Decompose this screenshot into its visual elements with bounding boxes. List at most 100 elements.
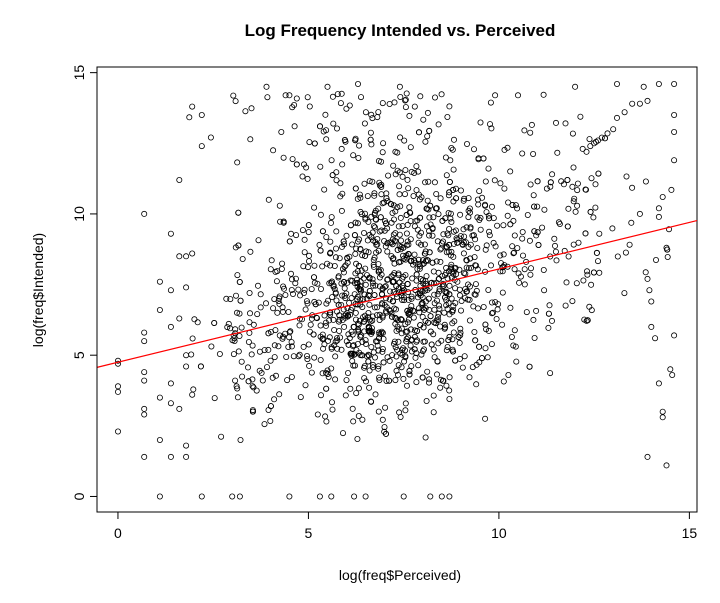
data-point bbox=[280, 283, 287, 290]
data-point bbox=[115, 383, 122, 390]
data-point bbox=[331, 262, 338, 269]
data-point bbox=[396, 243, 403, 250]
data-point bbox=[259, 377, 266, 384]
data-point bbox=[486, 232, 493, 239]
data-point bbox=[443, 382, 450, 389]
data-point bbox=[342, 392, 349, 399]
data-point bbox=[501, 185, 508, 192]
data-point bbox=[194, 319, 201, 326]
data-point bbox=[379, 314, 386, 321]
data-point bbox=[447, 215, 454, 222]
data-point bbox=[278, 128, 285, 135]
data-point bbox=[519, 150, 526, 157]
data-point bbox=[332, 376, 339, 383]
data-point bbox=[316, 123, 323, 130]
data-point bbox=[352, 185, 359, 192]
data-point bbox=[424, 286, 431, 293]
data-point bbox=[614, 81, 621, 88]
data-point bbox=[569, 298, 576, 305]
data-point bbox=[473, 381, 480, 388]
data-point bbox=[424, 197, 431, 204]
data-point bbox=[434, 313, 441, 320]
data-point bbox=[322, 111, 329, 118]
data-point bbox=[488, 310, 495, 317]
data-point bbox=[435, 211, 442, 218]
data-point bbox=[303, 352, 310, 359]
data-point bbox=[411, 346, 418, 353]
data-point bbox=[435, 310, 442, 317]
data-point bbox=[265, 406, 272, 413]
data-point bbox=[290, 353, 297, 360]
data-point bbox=[189, 103, 196, 110]
data-point bbox=[400, 244, 407, 251]
data-point bbox=[505, 371, 512, 378]
data-point bbox=[280, 218, 287, 225]
data-point bbox=[425, 379, 432, 386]
data-point bbox=[327, 250, 334, 257]
data-point bbox=[347, 277, 354, 284]
data-point bbox=[378, 290, 385, 297]
data-point bbox=[636, 210, 643, 217]
data-point bbox=[473, 262, 480, 269]
data-point bbox=[434, 291, 441, 298]
data-point bbox=[391, 237, 398, 244]
data-point bbox=[419, 257, 426, 264]
data-point bbox=[183, 253, 190, 260]
data-point bbox=[569, 183, 576, 190]
data-point bbox=[339, 161, 346, 168]
data-point bbox=[275, 343, 282, 350]
data-point bbox=[457, 211, 464, 218]
data-point bbox=[255, 237, 262, 244]
data-point bbox=[505, 199, 512, 206]
data-point bbox=[574, 187, 581, 194]
data-point bbox=[435, 302, 442, 309]
data-point bbox=[452, 357, 459, 364]
data-point bbox=[443, 302, 450, 309]
data-point bbox=[640, 83, 647, 90]
data-point bbox=[306, 362, 313, 369]
data-point bbox=[443, 264, 450, 271]
data-point bbox=[361, 180, 368, 187]
data-point bbox=[352, 301, 359, 308]
data-point bbox=[329, 406, 336, 413]
data-point bbox=[262, 300, 269, 307]
data-point bbox=[247, 136, 254, 143]
data-point bbox=[391, 270, 398, 277]
data-point bbox=[380, 335, 387, 342]
data-point bbox=[364, 193, 371, 200]
data-point bbox=[598, 134, 605, 141]
data-point bbox=[488, 203, 495, 210]
data-point bbox=[361, 120, 368, 127]
data-point bbox=[338, 346, 345, 353]
data-point bbox=[356, 317, 363, 324]
data-point bbox=[409, 307, 416, 314]
data-point bbox=[425, 295, 432, 302]
data-point bbox=[327, 262, 334, 269]
data-point bbox=[277, 218, 284, 225]
data-point bbox=[402, 407, 409, 414]
data-point bbox=[414, 226, 421, 233]
data-point bbox=[234, 159, 241, 166]
data-point bbox=[216, 350, 223, 357]
data-point bbox=[382, 295, 389, 302]
data-point bbox=[417, 93, 424, 100]
data-point bbox=[433, 258, 440, 265]
data-point bbox=[372, 391, 379, 398]
data-point bbox=[404, 238, 411, 245]
data-point bbox=[397, 237, 404, 244]
data-point bbox=[531, 228, 538, 235]
data-point bbox=[232, 98, 239, 105]
data-point bbox=[587, 208, 594, 215]
data-point bbox=[176, 176, 183, 183]
data-point bbox=[377, 214, 384, 221]
data-point bbox=[313, 314, 320, 321]
data-point bbox=[449, 320, 456, 327]
data-point bbox=[333, 335, 340, 342]
data-point bbox=[237, 297, 244, 304]
data-point bbox=[297, 394, 304, 401]
data-point bbox=[592, 181, 599, 188]
data-point bbox=[332, 353, 339, 360]
data-point bbox=[424, 109, 431, 116]
data-point bbox=[339, 316, 346, 323]
data-point bbox=[317, 247, 324, 254]
